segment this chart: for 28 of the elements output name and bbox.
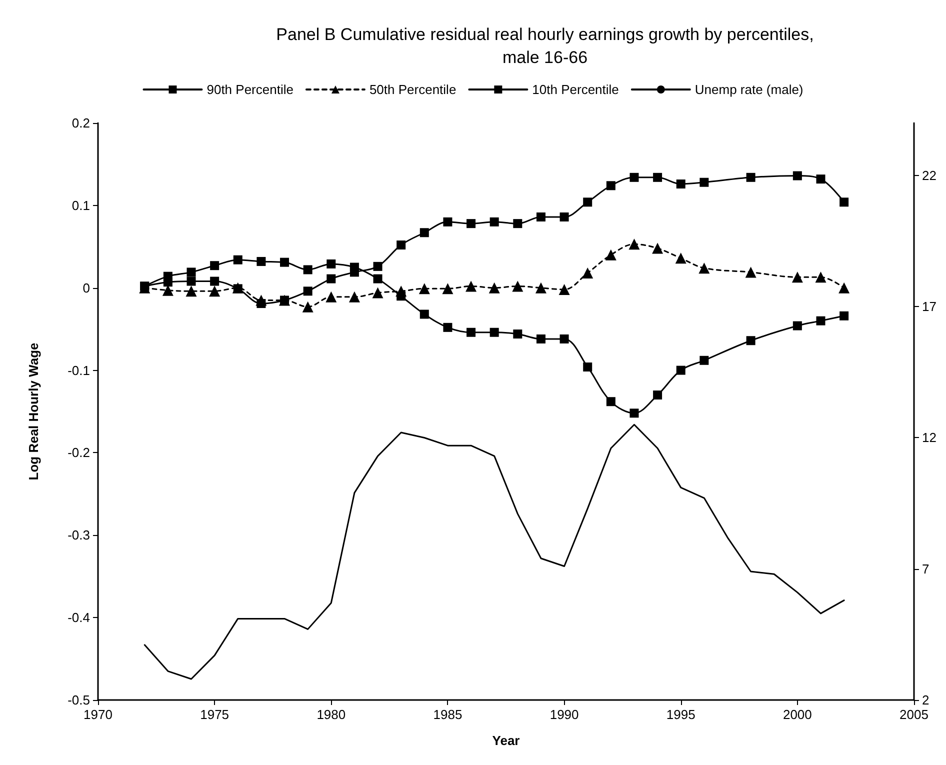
y2-tick-label: 7: [922, 561, 930, 576]
x-tick-label: 1980: [316, 707, 346, 722]
legend-label: 50th Percentile: [369, 82, 456, 97]
x-axis-title: Year: [492, 733, 520, 748]
x-tick-label: 1975: [200, 707, 230, 722]
y2-tick-label: 17: [922, 299, 936, 314]
legend-label: 10th Percentile: [532, 82, 619, 97]
y-tick-label: -0.4: [68, 610, 90, 626]
y-tick-label: 0.2: [72, 116, 90, 130]
x-tick-label: 1970: [84, 707, 112, 722]
y-tick-label: 0.1: [72, 198, 90, 213]
x-tick-label: 1995: [666, 707, 696, 722]
x-tick-label: 1990: [550, 707, 579, 722]
y-tick-label: -0.5: [68, 692, 90, 708]
y-tick-label: -0.1: [68, 362, 90, 378]
x-tick-label: 1985: [433, 707, 462, 722]
x-tick-label: 2005: [900, 707, 928, 722]
x-tick-label: 2000: [782, 707, 812, 722]
y-tick-label: -0.3: [68, 528, 90, 543]
y-tick-label: -0.2: [68, 445, 90, 460]
y2-tick-label: 12: [922, 430, 936, 446]
legend-label: Unemp rate (male): [694, 82, 804, 97]
legend-label: 90th Percentile: [206, 82, 294, 97]
y-tick-label: 0: [82, 280, 90, 296]
y-axis-title: Log Real Hourly Wage: [26, 342, 41, 480]
y2-tick-label: 2: [922, 692, 930, 708]
chart-title: Panel B Cumulative residual real hourly earnings growth by percentiles, male 16-66: [276, 25, 814, 67]
y2-tick-label: 22: [922, 168, 936, 183]
